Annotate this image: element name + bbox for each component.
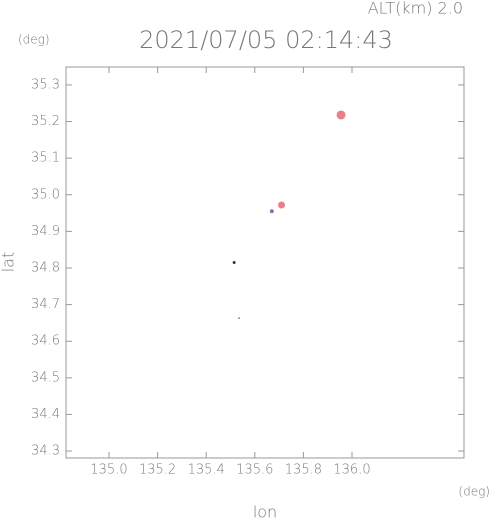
y-tick-label: 35.0 [31,187,60,202]
point [269,209,274,214]
y-tick-label: 35.2 [31,114,60,129]
y-axis-label: lat [0,252,18,273]
plot-frame [65,66,465,459]
y-tick-label: 34.4 [31,407,60,422]
point [232,261,236,264]
x-unit: (deg) [458,485,490,499]
x-tick-label: 135.6 [236,463,273,478]
y-tick-label: 34.5 [31,370,60,385]
x-tick-label: 135.8 [285,463,322,478]
x-tick-label: 136.0 [333,463,370,478]
y-tick-label: 34.9 [31,224,60,239]
x-tick-label: 135.4 [188,463,225,478]
y-tick-label: 35.1 [31,151,60,166]
x-tick-label: 135.2 [139,463,176,478]
y-tick-label: 35.3 [31,77,60,92]
y-tick-label: 34.3 [31,444,60,459]
y-unit: (deg) [18,33,50,47]
point [238,317,241,320]
y-tick-label: 34.7 [31,297,60,312]
chart-title: 2021/07/05 02:14:43 [139,26,393,54]
point [278,201,286,209]
point [336,110,346,120]
x-tick-label: 135.0 [90,463,127,478]
annotation: ALT(km) 2.0 [368,0,463,18]
y-tick-label: 34.8 [31,260,60,275]
y-tick-label: 34.6 [31,334,60,349]
x-axis-label: lon [253,503,277,521]
